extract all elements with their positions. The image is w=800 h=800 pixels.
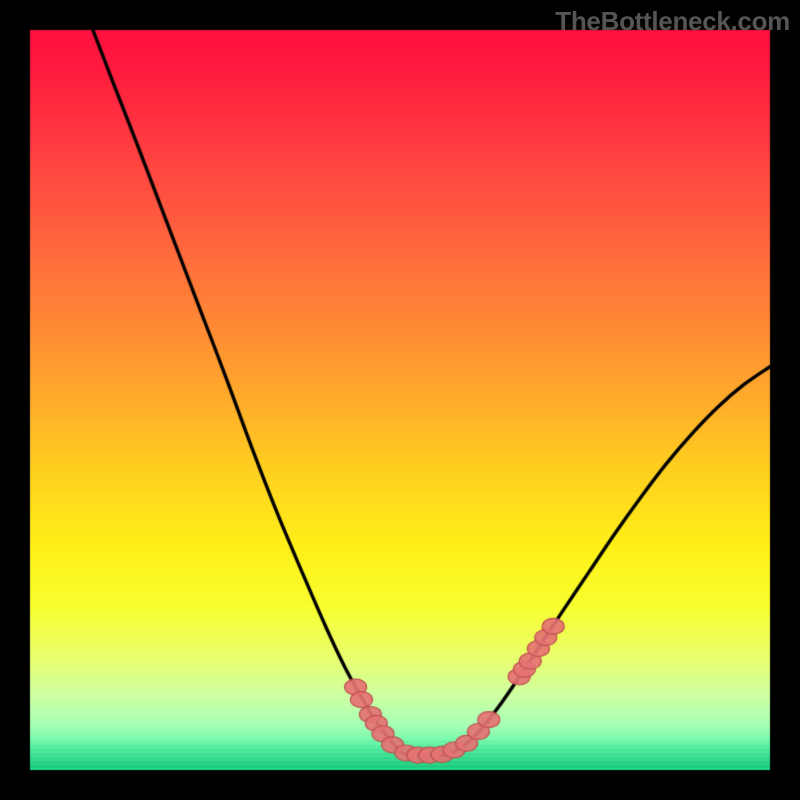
bottleneck-chart	[0, 0, 800, 800]
chart-container: TheBottleneck.com	[0, 0, 800, 800]
